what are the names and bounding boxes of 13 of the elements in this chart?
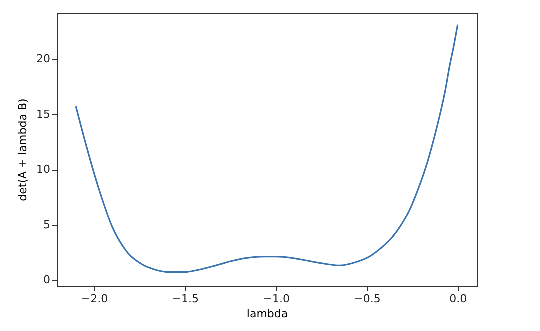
x-tick-label: −2.0 (81, 292, 108, 306)
y-tick-label: 20 (36, 52, 50, 66)
x-tick-label: −1.5 (172, 292, 200, 306)
y-axis-title: det(A + lambda B) (16, 98, 30, 202)
y-tick-label: 0 (44, 274, 50, 287)
y-tick-label: 5 (44, 218, 50, 232)
x-axis-title: lambda (246, 308, 288, 320)
x-tick-label: 0.0 (450, 292, 468, 306)
y-tick-label: 10 (36, 163, 50, 176)
x-tick-label: −0.5 (354, 292, 381, 306)
y-tick-label: 15 (36, 108, 50, 121)
line-series (75, 24, 459, 274)
x-tick-label: −1.0 (263, 292, 290, 306)
